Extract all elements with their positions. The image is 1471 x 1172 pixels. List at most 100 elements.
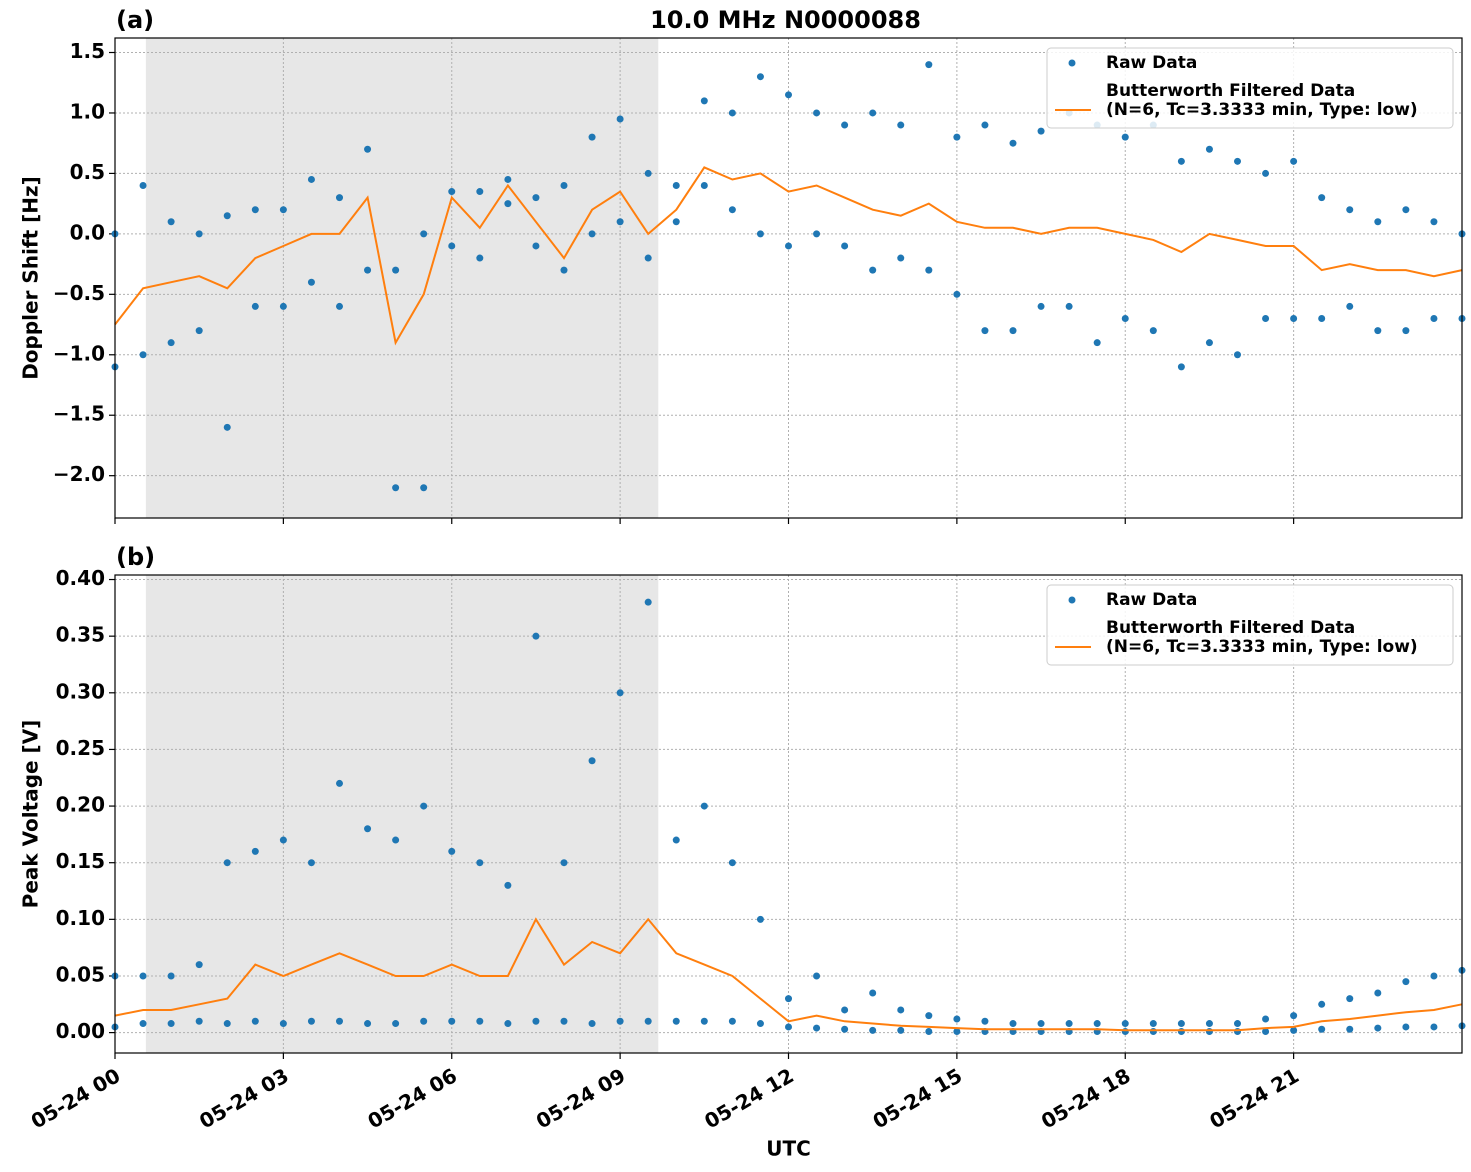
raw-point bbox=[756, 73, 764, 81]
raw-point bbox=[1318, 194, 1326, 202]
raw-point bbox=[1205, 1020, 1213, 1028]
raw-point bbox=[644, 169, 652, 177]
panel-label: (b) bbox=[116, 543, 155, 571]
plot-frame bbox=[114, 37, 1463, 519]
y-tick-label: 0.40 bbox=[56, 566, 105, 590]
raw-point bbox=[1262, 1027, 1270, 1035]
raw-point bbox=[392, 1020, 400, 1028]
raw-point bbox=[223, 423, 231, 431]
raw-point bbox=[1121, 133, 1129, 141]
y-tick-label: −1.5 bbox=[53, 402, 105, 426]
shaded-region bbox=[145, 38, 659, 518]
raw-point bbox=[167, 339, 175, 347]
raw-point bbox=[532, 242, 540, 250]
raw-point bbox=[1402, 206, 1410, 214]
raw-point bbox=[448, 847, 456, 855]
raw-point bbox=[700, 1017, 708, 1025]
raw-point bbox=[869, 109, 877, 117]
raw-point bbox=[700, 802, 708, 810]
raw-point bbox=[307, 859, 315, 867]
raw-point bbox=[1093, 1020, 1101, 1028]
chart-title: 10.0 MHz N0000088 bbox=[650, 6, 921, 34]
raw-point bbox=[1318, 1000, 1326, 1008]
x-tick-label: 05-24 21 bbox=[1205, 1063, 1303, 1133]
raw-point bbox=[1065, 1020, 1073, 1028]
raw-point bbox=[279, 836, 287, 844]
raw-point bbox=[336, 1017, 343, 1025]
raw-point bbox=[1177, 1027, 1185, 1035]
raw-point bbox=[869, 266, 877, 274]
raw-point bbox=[869, 1026, 877, 1034]
raw-point bbox=[392, 484, 400, 492]
raw-point bbox=[448, 1017, 456, 1025]
x-tick-label: 05-24 06 bbox=[363, 1063, 461, 1133]
raw-point bbox=[1262, 169, 1270, 177]
raw-point bbox=[953, 290, 961, 298]
y-tick-label: 0.0 bbox=[70, 220, 105, 244]
raw-point bbox=[1318, 1025, 1326, 1033]
raw-point bbox=[1374, 989, 1382, 997]
raw-point bbox=[167, 1020, 175, 1028]
raw-point bbox=[1290, 1012, 1298, 1020]
raw-point bbox=[1402, 1023, 1410, 1031]
raw-point bbox=[504, 200, 512, 208]
raw-point bbox=[420, 802, 428, 810]
raw-point bbox=[1234, 1020, 1241, 1028]
raw-point bbox=[1290, 157, 1298, 165]
raw-point bbox=[644, 254, 652, 262]
raw-point bbox=[841, 1006, 849, 1014]
shaded-region bbox=[145, 575, 659, 1053]
raw-point bbox=[476, 859, 484, 867]
y-tick-label: 1.5 bbox=[70, 39, 105, 63]
raw-point bbox=[728, 109, 736, 117]
raw-point bbox=[1346, 206, 1354, 214]
y-tick-label: 0.25 bbox=[56, 736, 105, 760]
raw-point bbox=[897, 121, 905, 129]
raw-point bbox=[139, 1020, 147, 1028]
raw-point bbox=[279, 302, 287, 310]
raw-point bbox=[195, 1017, 203, 1025]
y-tick-label: −2.0 bbox=[53, 462, 105, 486]
raw-point bbox=[1346, 995, 1354, 1003]
raw-point bbox=[476, 254, 484, 262]
raw-point bbox=[672, 836, 680, 844]
raw-point bbox=[925, 1012, 933, 1020]
raw-point bbox=[700, 97, 708, 105]
raw-point bbox=[588, 757, 596, 765]
raw-point bbox=[813, 1024, 821, 1032]
panel-label: (a) bbox=[116, 6, 154, 34]
raw-point bbox=[756, 915, 764, 923]
raw-point bbox=[364, 266, 372, 274]
raw-point bbox=[785, 1023, 792, 1031]
raw-point bbox=[841, 242, 849, 250]
raw-point bbox=[1037, 127, 1045, 135]
raw-point bbox=[785, 995, 792, 1003]
raw-point bbox=[336, 302, 343, 310]
raw-point bbox=[1402, 327, 1410, 335]
raw-point bbox=[728, 859, 736, 867]
raw-point bbox=[616, 218, 624, 226]
raw-point bbox=[644, 1017, 652, 1025]
raw-point bbox=[588, 1020, 596, 1028]
raw-point bbox=[1009, 1020, 1017, 1028]
raw-point bbox=[953, 1015, 961, 1023]
raw-point bbox=[756, 1020, 764, 1028]
raw-point bbox=[504, 881, 512, 889]
raw-point bbox=[420, 230, 428, 238]
legend-marker bbox=[1068, 596, 1076, 604]
y-tick-label: 0.35 bbox=[56, 623, 105, 647]
raw-point bbox=[672, 182, 680, 190]
raw-point bbox=[897, 254, 905, 262]
raw-point bbox=[251, 302, 259, 310]
raw-point bbox=[1149, 1027, 1157, 1035]
raw-point bbox=[307, 1017, 315, 1025]
legend-box bbox=[1046, 584, 1454, 666]
raw-point bbox=[448, 242, 456, 250]
raw-point bbox=[616, 689, 624, 697]
raw-point bbox=[1121, 1020, 1129, 1028]
raw-point bbox=[139, 182, 147, 190]
raw-point bbox=[279, 206, 287, 214]
legend-marker bbox=[1068, 59, 1076, 67]
raw-point bbox=[672, 218, 680, 226]
